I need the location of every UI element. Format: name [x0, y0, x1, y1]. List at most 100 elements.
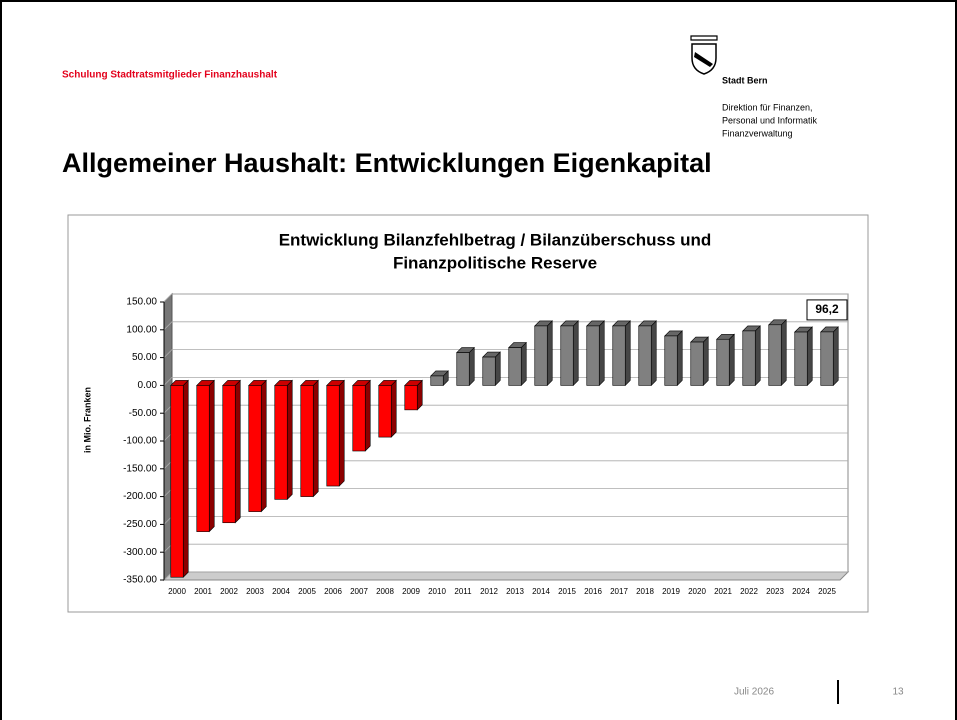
bar: [586, 325, 600, 386]
y-tick-label: -50.00: [129, 408, 158, 419]
bar-side: [234, 379, 241, 524]
footer-date: Juli 2026: [734, 687, 774, 698]
bar-side: [754, 325, 761, 387]
y-tick-label: -350.00: [123, 575, 157, 586]
x-tick-label: 2011: [454, 587, 472, 596]
department-line: Finanzverwaltung: [722, 128, 793, 138]
bar: [534, 325, 548, 386]
bar: [456, 352, 470, 386]
y-tick-label: 50.00: [132, 352, 157, 363]
value-label: 96,2: [815, 302, 839, 316]
x-tick-label: 2018: [636, 587, 654, 596]
x-tick-label: 2002: [220, 587, 238, 596]
x-tick-label: 2006: [324, 587, 342, 596]
bar: [612, 325, 626, 386]
x-tick-label: 2005: [298, 587, 316, 596]
bar-side: [650, 320, 657, 387]
bar: [300, 385, 314, 497]
bar: [690, 341, 704, 386]
bar-side: [260, 379, 267, 513]
org: Stadt Bern: [722, 75, 768, 85]
logo: [690, 35, 718, 75]
x-tick-label: 2017: [610, 587, 628, 596]
bar-side: [468, 346, 475, 387]
bar-side: [702, 336, 709, 387]
floor: [162, 571, 850, 581]
x-tick-label: 2007: [350, 587, 368, 596]
bar-side: [728, 333, 735, 387]
y-axis-label: in Mio. Franken: [82, 387, 92, 453]
bar: [768, 324, 782, 386]
bar-side: [208, 379, 215, 533]
y-tick-label: -200.00: [123, 491, 157, 502]
bar-side: [520, 341, 527, 387]
grid-line: [163, 293, 848, 303]
bar-side: [546, 320, 553, 387]
bar-side: [676, 330, 683, 387]
x-tick-label: 2023: [766, 587, 784, 596]
y-tick-label: -100.00: [123, 436, 157, 447]
bar: [508, 347, 522, 386]
bar-side: [494, 351, 501, 387]
bar: [196, 385, 210, 532]
bar-side: [780, 319, 787, 387]
bar: [326, 385, 340, 487]
bar: [638, 325, 652, 386]
bar: [742, 330, 756, 386]
department-line: Direktion für Finanzen,: [722, 102, 813, 112]
x-tick-label: 2012: [480, 587, 498, 596]
x-tick-label: 2021: [714, 587, 732, 596]
bar: [716, 338, 730, 386]
x-tick-label: 2009: [402, 587, 420, 596]
bar-side: [390, 379, 397, 438]
bar-side: [182, 379, 189, 578]
bar-side: [286, 379, 293, 501]
bar: [352, 385, 366, 452]
y-tick-label: -300.00: [123, 547, 157, 558]
x-tick-label: 2024: [792, 587, 810, 596]
bar: [274, 385, 288, 500]
bar: [404, 385, 418, 411]
bar-side: [338, 379, 345, 487]
bar: [482, 356, 496, 386]
y-tick-label: 150.00: [126, 297, 157, 308]
bar: [794, 331, 808, 386]
bar: [378, 385, 392, 438]
bar-side: [598, 320, 605, 387]
x-tick-label: 2003: [246, 587, 264, 596]
bar-side: [312, 379, 319, 498]
chart-title: Finanzpolitische Reserve: [393, 253, 597, 272]
slide-title: Allgemeiner Haushalt: Entwicklungen Eige…: [62, 148, 712, 178]
x-tick-label: 2025: [818, 587, 836, 596]
x-tick-label: 2001: [194, 587, 212, 596]
x-tick-label: 2015: [558, 587, 576, 596]
course: Schulung Stadtratsmitglieder Finanzhaush…: [62, 70, 278, 81]
bar-side: [572, 320, 579, 387]
bar-side: [806, 326, 813, 387]
x-tick-label: 2019: [662, 587, 680, 596]
bar: [820, 331, 834, 386]
bar-side: [364, 379, 371, 452]
x-tick-label: 2000: [168, 587, 186, 596]
y-tick-label: 100.00: [126, 324, 157, 335]
bar-side: [624, 320, 631, 387]
bar: [664, 335, 678, 386]
x-tick-label: 2014: [532, 587, 550, 596]
x-tick-label: 2016: [584, 587, 602, 596]
plot: -350.00 -300.00 -250.00 -200.00 -150.00 -100.…: [123, 292, 850, 596]
bar: [170, 385, 184, 578]
x-tick-label: 2022: [740, 587, 758, 596]
x-tick-label: 2008: [376, 587, 394, 596]
footer-page: 13: [892, 687, 904, 698]
bar-side: [832, 326, 839, 387]
y-tick-label: -250.00: [123, 519, 157, 530]
x-tick-label: 2010: [428, 587, 446, 596]
value-label-box: [806, 299, 848, 321]
x-tick-label: 2020: [688, 587, 706, 596]
y-tick-label: -150.00: [123, 463, 157, 474]
bar: [560, 325, 574, 386]
y-tick-label: 0.00: [138, 380, 158, 391]
bar: [222, 385, 236, 524]
